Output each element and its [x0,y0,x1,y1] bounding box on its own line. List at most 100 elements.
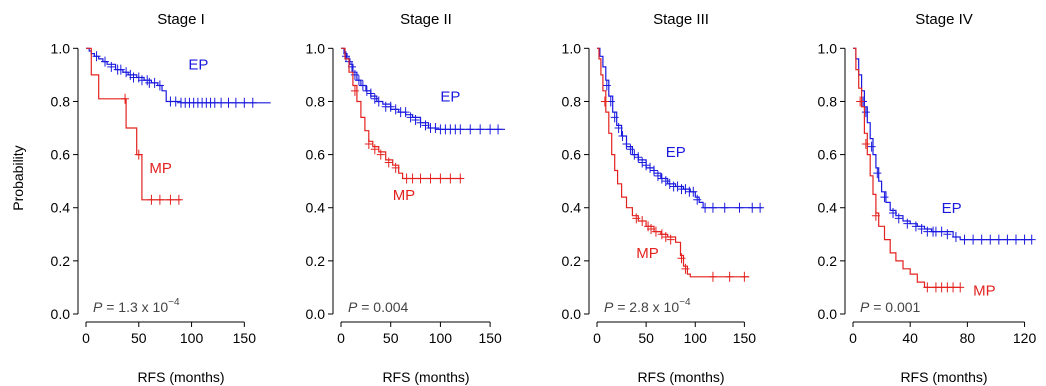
censor-mark-mp [364,138,373,149]
y-tick-label: 0.6 [51,147,71,163]
censor-mark-ep [969,234,978,245]
censor-mark-ep [649,165,658,176]
censor-mark-ep [917,223,926,234]
censor-mark-mp [134,149,143,160]
censor-mark-ep [1003,234,1012,245]
x-tick-label: 100 [684,330,708,346]
censor-mark-mp [923,282,932,293]
x-tick-label: 150 [233,330,257,346]
censor-mark-ep [873,168,882,179]
censor-mark-mp [391,162,400,173]
censor-mark-ep [618,130,627,141]
censor-mark-ep [708,202,717,213]
x-tick-label: 100 [180,330,204,346]
censor-mark-ep [155,80,164,91]
plot-area: 0.0 0.2 0.4 0.6 0.8 1.0 0 50 100 150 EP MP P = 2.8 x… [562,40,765,346]
censor-mark-ep [248,97,257,108]
censor-mark-mp [350,85,359,96]
censor-mark-ep [476,124,485,135]
y-tick-label: 0.2 [818,253,838,269]
series-label-mp: MP [636,245,659,262]
censor-mark-ep [421,120,430,131]
censor-mark-mp [666,234,675,245]
censor-mark-ep [401,107,410,118]
panel-title: Stage III [653,11,709,28]
censor-mark-ep [217,97,226,108]
y-tick-label: 0.6 [306,147,326,163]
censor-mark-mp [436,173,445,184]
x-tick-label: 150 [733,330,757,346]
censor-mark-ep [748,202,757,213]
censor-mark-ep [486,124,495,135]
series-label-ep: EP [942,200,962,217]
y-tick-label: 0.8 [51,93,71,109]
y-tick-label: 0.4 [818,200,838,216]
censor-mark-ep [341,51,350,62]
censor-mark-mp [740,271,749,282]
shared-y-axis-label: Probability [10,145,26,210]
panel-title: Stage II [400,11,452,28]
censor-mark-ep [701,202,710,213]
censor-mark-ep [362,85,371,96]
censor-mark-ep [350,69,359,80]
censor-mark-ep [880,192,889,203]
censor-mark-ep [610,112,619,123]
censor-mark-ep [622,138,631,149]
censor-mark-mp [155,194,164,205]
censor-mark-ep [889,208,898,219]
censor-mark-ep [116,64,125,75]
plot-area: 0.0 0.2 0.4 0.6 0.8 1.0 0 50 100 150 EP MP P = 0.004 [306,40,505,346]
censor-mark-ep [960,234,969,245]
censor-mark-ep [977,234,986,245]
censor-mark-ep [986,234,995,245]
censor-mark-mp [638,216,647,227]
censor-mark-ep [370,93,379,104]
x-tick-label: 0 [593,330,601,346]
censor-mark-ep [126,69,135,80]
censor-mark-ep [867,141,876,152]
censor-mark-ep [673,181,682,192]
censor-mark-ep [406,112,415,123]
x-tick-label: 80 [960,330,976,346]
censor-mark-ep [638,157,647,168]
p-value-annotation: P = 0.001 [860,299,921,315]
censor-mark-ep [150,77,159,88]
series-label-ep: EP [666,144,686,161]
censor-mark-ep [646,162,655,173]
censor-mark-ep [911,221,920,232]
censor-mark-ep [735,202,744,213]
censor-mark-mp [147,194,156,205]
censor-mark-mp [376,149,385,160]
censor-mark-ep [720,202,729,213]
censor-mark-mp [370,144,379,155]
censor-mark-ep [994,234,1003,245]
censor-mark-ep [903,218,912,229]
censor-mark-ep [386,101,395,112]
censor-mark-ep [431,123,440,134]
series-label-mp: MP [149,160,172,177]
censor-mark-mp [871,210,880,221]
x-axis-label: RFS (months) [637,369,724,385]
censor-mark-ep [171,96,180,107]
censor-mark-ep [456,124,465,135]
y-tick-label: 1.0 [818,40,838,56]
y-tick-label: 0.0 [51,306,71,322]
y-tick-label: 1.0 [51,40,71,56]
survival-curve-mp [597,47,750,278]
panel-stage-iv: Stage IV RFS (months) 0.0 0.2 0.4 0.6 0.8 1.0… [818,11,1037,385]
censor-mark-ep [107,61,116,72]
censor-mark-mp [408,173,417,184]
survival-curve-mp [853,47,961,288]
censor-mark-mp [600,96,609,107]
x-tick-label: 150 [478,330,502,346]
panel-stage-iii: Stage III RFS (months) 0.0 0.2 0.4 0.6 0.8 1.… [562,11,765,385]
censor-mark-mp [657,229,666,240]
y-tick-label: 0.8 [306,93,326,109]
censor-mark-mp [677,253,686,264]
censor-mark-ep [681,184,690,195]
series-label-ep: EP [188,57,208,74]
y-tick-label: 1.0 [562,40,582,56]
censor-mark-ep [466,124,475,135]
censor-mark-ep [657,173,666,184]
censor-mark-ep [894,213,903,224]
